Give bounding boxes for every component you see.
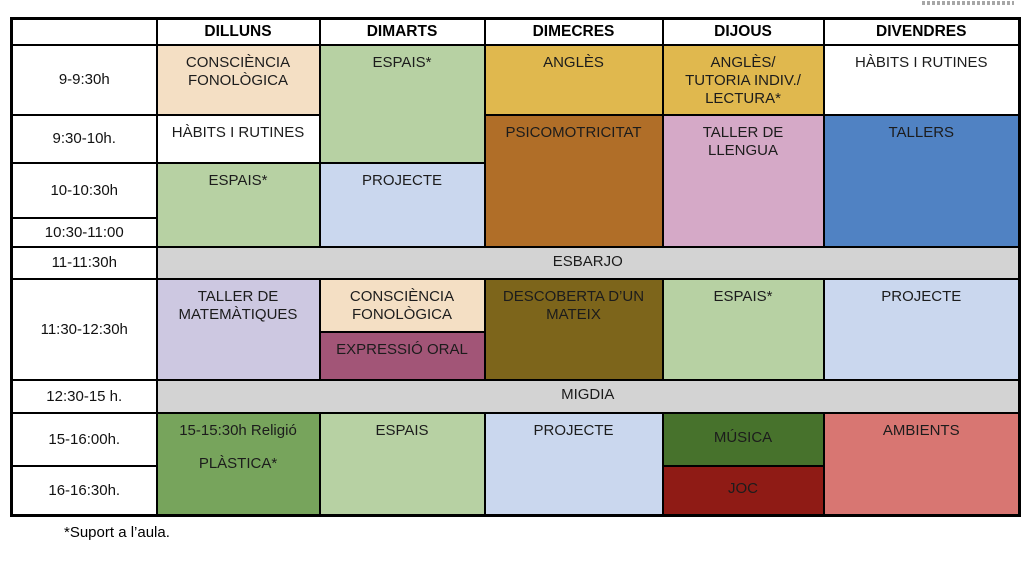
time-label-15-16: 15-16:00h. (10, 411, 158, 467)
cell-line: PLÀSTICA* (198, 454, 278, 472)
cell-line: ESPAIS (375, 421, 429, 439)
row-9-930: 9-9:30h CONSCIÈNCIA FONOLÒGICA ESPAIS* A… (10, 43, 1021, 164)
row-migdia: 12:30-15 h. MIGDIA (10, 378, 1021, 414)
time-label-10-1030: 10-10:30h (10, 161, 158, 219)
time-label-16-1630: 16-16:30h. (10, 464, 158, 517)
cell-line: ESPAIS* (208, 171, 268, 189)
header-row: DILLUNS DIMARTS DIMECRES DIJOUS DIVENDRE… (10, 17, 1021, 46)
day-header-dimarts: DIMARTS (318, 17, 486, 46)
time-label-1030-11: 10:30-11:00 (10, 216, 158, 248)
cell-line: TALLER DE (197, 287, 279, 305)
cell-line: ANGLÈS/ (710, 53, 776, 71)
cell-line: CONSCIÈNCIA (185, 53, 291, 71)
time-label-11-1130: 11-11:30h (10, 245, 158, 280)
cell-line: AMBIENTS (882, 421, 960, 439)
cell-line: MATEIX (546, 305, 601, 323)
row-1130-1230-lower: EXPRESSIÓ ORAL (12, 330, 1020, 381)
cell-dilluns-habits-i-rutines: HÀBITS I RUTINES (155, 113, 321, 164)
cell-divendres-habits-i-rutines: HÀBITS I RUTINES (822, 43, 1021, 116)
cell-line: ESPAIS* (713, 287, 773, 305)
row-1030-11: 10:30-11:00 (10, 216, 1020, 248)
cell-dimarts-expressio-oral: EXPRESSIÓ ORAL (318, 330, 486, 381)
cell-dimecres-angles: ANGLÈS (483, 43, 664, 116)
time-label-9-930: 9-9:30h (10, 43, 158, 116)
cell-dilluns-espais: ESPAIS* (155, 161, 321, 248)
support-footnote: *Suport a l’aula. (64, 524, 170, 541)
time-label-1130-1230: 11:30-12:30h (10, 277, 158, 381)
row-16-1630: 16-16:30h. JOC (10, 464, 1020, 517)
cropped-corner-text (922, 1, 1014, 5)
cell-line: PROJECTE (533, 421, 614, 439)
day-header-dilluns: DILLUNS (155, 17, 321, 46)
cell-line: JOC (728, 480, 758, 498)
cell-dimarts-projecte: PROJECTE (318, 161, 486, 248)
cell-line: MATEMÀTIQUES (178, 305, 298, 323)
day-header-divendres: DIVENDRES (822, 17, 1021, 46)
time-label-1230-15: 12:30-15 h. (10, 378, 158, 414)
cell-line: ANGLÈS (543, 53, 604, 71)
cell-dilluns-religio-plastica: 15-15:30h Religió PLÀSTICA* (155, 411, 321, 517)
cell-dilluns-consciencia-fonologica: CONSCIÈNCIA FONOLÒGICA (155, 43, 321, 116)
cell-line: MÚSICA (713, 429, 773, 446)
cell-dijous-musica: MÚSICA (661, 411, 825, 467)
row-15-16: 15-16:00h. 15-15:30h Religió PLÀSTICA* E… (10, 411, 1021, 517)
cell-dilluns-taller-de-matematiques: TALLER DE MATEMÀTIQUES (155, 277, 321, 381)
cell-dimarts-espais: ESPAIS* (318, 43, 486, 164)
day-header-dimecres: DIMECRES (483, 17, 664, 46)
cell-dimarts-consciencia-fonologica: CONSCIÈNCIA FONOLÒGICA (318, 277, 486, 333)
row-10-1030: 10-10:30h ESPAIS* PROJECTE (10, 161, 1020, 248)
weekly-timetable: DILLUNS DIMARTS DIMECRES DIJOUS DIVENDRE… (10, 17, 1021, 517)
cell-dimecres-psicomotricitat: PSICOMOTRICITAT (483, 113, 664, 248)
cell-esbarjo-band: ESBARJO (155, 245, 1021, 280)
cell-line: ESBARJO (552, 252, 623, 270)
row-930-10: 9:30-10h. HÀBITS I RUTINES PSICOMOTRICIT… (10, 113, 1021, 248)
time-label-930-10: 9:30-10h. (10, 113, 158, 164)
cell-dijous-taller-de-llengua: TALLER DE LLENGUA (661, 113, 825, 248)
cell-line: FONOLÒGICA (187, 71, 288, 89)
cell-line: HÀBITS I RUTINES (171, 123, 305, 141)
cell-dimecres-descoberta-dun-mateix: DESCOBERTA D’UN MATEIX (483, 277, 664, 381)
cell-line: FONOLÒGICA (351, 305, 452, 323)
cell-migdia-band: MIGDIA (155, 378, 1021, 414)
cell-dijous-joc: JOC (661, 464, 825, 517)
cell-line: EXPRESSIÓ ORAL (336, 340, 468, 358)
cell-line: HÀBITS I RUTINES (854, 53, 988, 71)
cell-divendres-tallers: TALLERS (822, 113, 1021, 248)
row-1130-1230-upper: 11:30-12:30h TALLER DE MATEMÀTIQUES CONS… (10, 277, 1021, 381)
day-header-dijous: DIJOUS (661, 17, 825, 46)
cell-divendres-projecte: PROJECTE (822, 277, 1021, 381)
cell-line: TALLERS (888, 123, 955, 141)
cell-line: TUTORIA INDIV./ (685, 71, 801, 89)
cell-line: LECTURA* (705, 89, 781, 107)
cell-line: ESPAIS* (372, 53, 432, 71)
cell-line: CONSCIÈNCIA (349, 287, 455, 305)
cell-dijous-espais: ESPAIS* (661, 277, 825, 381)
cell-line: LLENGUA (707, 141, 779, 159)
corner-empty-cell (10, 17, 158, 46)
cell-line: DESCOBERTA D’UN (502, 287, 645, 305)
cell-line: PSICOMOTRICITAT (505, 123, 642, 141)
cell-divendres-ambients: AMBIENTS (822, 411, 1021, 517)
cell-dimecres-projecte: PROJECTE (483, 411, 664, 517)
cell-line: TALLER DE (702, 123, 784, 141)
cell-line: PROJECTE (361, 171, 442, 189)
cell-line: MIGDIA (561, 386, 615, 403)
cell-line: 15-15:30h Religió (179, 421, 297, 439)
row-esbarjo: 11-11:30h ESBARJO (10, 245, 1021, 280)
cell-dimarts-espais-tarda: ESPAIS (318, 411, 486, 517)
timetable-container: DILLUNS DIMARTS DIMECRES DIJOUS DIVENDRE… (10, 17, 1021, 541)
cell-dijous-angles-tutoria-lectura: ANGLÈS/ TUTORIA INDIV./ LECTURA* (661, 43, 825, 116)
cell-line: PROJECTE (881, 287, 962, 305)
